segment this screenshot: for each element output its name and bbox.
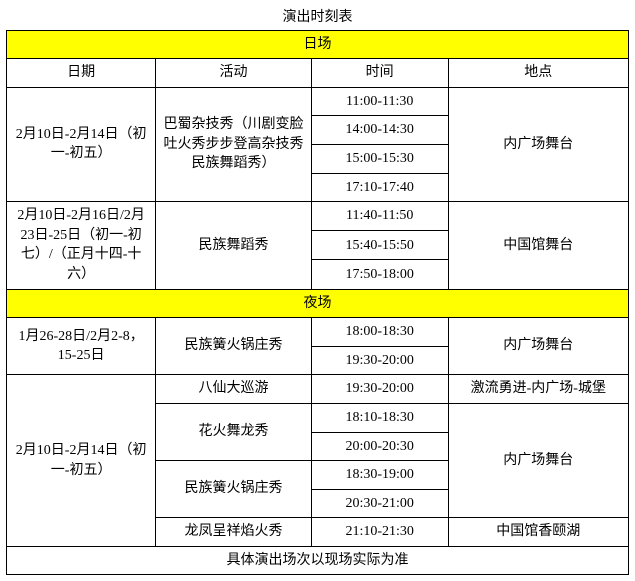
- time-cell: 18:00-18:30: [311, 318, 448, 347]
- time-cell: 15:00-15:30: [311, 144, 448, 173]
- header-place: 地点: [448, 59, 628, 88]
- footer-note: 具体演出场次以现场实际为准: [7, 546, 629, 575]
- time-cell: 21:10-21:30: [311, 518, 448, 547]
- header-date: 日期: [7, 59, 156, 88]
- section-day: 日场: [7, 30, 629, 59]
- time-cell: 18:10-18:30: [311, 403, 448, 432]
- activity-cell: 八仙大巡游: [156, 375, 312, 404]
- activity-cell: 民族舞蹈秀: [156, 202, 312, 289]
- header-activity: 活动: [156, 59, 312, 88]
- time-cell: 20:00-20:30: [311, 432, 448, 461]
- time-cell: 19:30-20:00: [311, 375, 448, 404]
- time-cell: 11:40-11:50: [311, 202, 448, 231]
- time-cell: 15:40-15:50: [311, 231, 448, 260]
- activity-cell: 龙凤呈祥焰火秀: [156, 518, 312, 547]
- time-cell: 19:30-20:00: [311, 346, 448, 375]
- header-time: 时间: [311, 59, 448, 88]
- time-cell: 18:30-19:00: [311, 461, 448, 490]
- header-row: 日期 活动 时间 地点: [7, 59, 629, 88]
- date-cell: 2月10日-2月16日/2月23日-25日（初一-初七）/（正月十四-十六）: [7, 202, 156, 289]
- time-cell: 11:00-11:30: [311, 87, 448, 116]
- place-cell: 中国馆舞台: [448, 202, 628, 289]
- place-cell: 内广场舞台: [448, 318, 628, 375]
- time-cell: 17:10-17:40: [311, 173, 448, 202]
- date-cell: 2月10日-2月14日（初一-初五）: [7, 375, 156, 547]
- time-cell: 20:30-21:00: [311, 489, 448, 518]
- time-cell: 14:00-14:30: [311, 116, 448, 145]
- place-cell: 中国馆香颐湖: [448, 518, 628, 547]
- date-cell: 1月26-28日/2月2-8，15-25日: [7, 318, 156, 375]
- place-cell: 激流勇进-内广场-城堡: [448, 375, 628, 404]
- schedule-table: 演出时刻表 日场 日期 活动 时间 地点 2月10日-2月14日（初一-初五） …: [6, 6, 629, 575]
- activity-cell: 民族簧火锅庄秀: [156, 318, 312, 375]
- activity-cell: 民族簧火锅庄秀: [156, 461, 312, 518]
- place-cell: 内广场舞台: [448, 403, 628, 517]
- activity-cell: 花火舞龙秀: [156, 403, 312, 460]
- section-night: 夜场: [7, 289, 629, 318]
- table-title: 演出时刻表: [7, 6, 629, 30]
- place-cell: 内广场舞台: [448, 87, 628, 201]
- date-cell: 2月10日-2月14日（初一-初五）: [7, 87, 156, 201]
- activity-cell: 巴蜀杂技秀（川剧变脸吐火秀步步登高杂技秀民族舞蹈秀）: [156, 87, 312, 201]
- time-cell: 17:50-18:00: [311, 260, 448, 289]
